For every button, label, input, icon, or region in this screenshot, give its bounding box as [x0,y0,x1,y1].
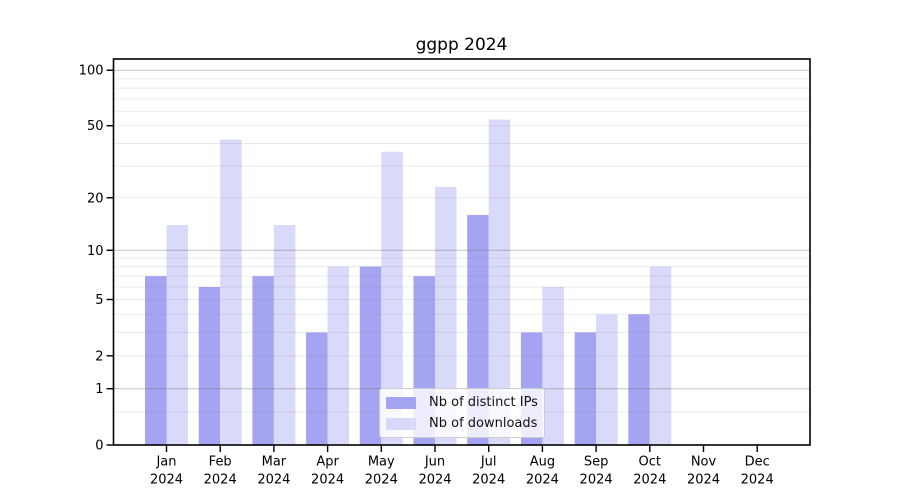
bar-feb-distinct-ips [198,286,221,445]
legend-label-downloads: Nb of downloads [429,416,538,431]
y-tick-label-10: 10 [87,244,104,259]
bar-oct-downloads [649,266,672,445]
bar-apr-downloads [327,266,350,445]
bar-jun-downloads [435,186,457,446]
bar-jul-downloads [488,119,511,445]
x-tick-label-dec: Dec [745,455,770,470]
x-tick-year-apr: 2024 [311,473,344,488]
x-tick-label-jun: Jun [424,455,445,470]
x-tick-label-oct: Oct [639,455,661,470]
y-tick-label-1: 1 [95,382,103,397]
x-tick-label-feb: Feb [209,455,232,470]
bar-may-distinct-ips [359,266,382,445]
bar-mar-distinct-ips [252,276,274,445]
bar-may-downloads [381,151,403,445]
legend-label-distinct-ips: Nb of distinct IPs [429,395,538,410]
bar-mar-downloads [273,225,296,445]
legend-item-distinct-ips: Nb of distinct IPs [386,392,538,413]
y-tick-label-2: 2 [95,349,103,364]
plot-frame [112,58,811,446]
bar-apr-distinct-ips [306,332,328,445]
x-tick-year-mar: 2024 [257,473,290,488]
x-tick-year-jun: 2024 [418,473,451,488]
x-tick-label-sep: Sep [584,455,609,470]
legend: Nb of distinct IPs Nb of downloads [379,388,545,438]
bar-sep-distinct-ips [574,332,597,445]
bar-oct-distinct-ips [628,314,650,445]
bar-sep-downloads [596,314,618,445]
x-tick-year-dec: 2024 [741,473,774,488]
x-tick-year-jan: 2024 [150,473,183,488]
x-tick-label-jul: Jul [480,455,497,470]
x-tick-year-may: 2024 [365,473,398,488]
x-tick-year-sep: 2024 [580,473,613,488]
bar-jul-distinct-ips [467,214,489,445]
x-tick-year-nov: 2024 [687,473,720,488]
x-tick-year-oct: 2024 [633,473,666,488]
bar-aug-downloads [542,286,564,445]
legend-item-downloads: Nb of downloads [386,413,538,434]
x-tick-label-aug: Aug [530,455,555,470]
y-tick-label-100: 100 [79,64,104,79]
x-tick-label-may: May [368,455,395,470]
bar-feb-downloads [220,139,242,445]
y-tick-label-0: 0 [95,439,103,454]
y-tick-label-5: 5 [95,293,103,308]
bar-jan-distinct-ips [145,276,167,445]
downloads-swatch [386,417,416,430]
x-tick-year-jul: 2024 [472,473,505,488]
x-tick-year-aug: 2024 [526,473,559,488]
y-tick-label-20: 20 [87,191,104,206]
chart-title: ggpp 2024 [415,35,508,55]
distinct-ips-swatch [386,396,416,409]
x-tick-label-nov: Nov [691,455,717,470]
x-tick-year-feb: 2024 [204,473,237,488]
x-tick-label-mar: Mar [262,455,287,470]
x-tick-label-apr: Apr [316,455,339,470]
y-tick-label-50: 50 [87,119,104,134]
bar-jan-downloads [166,225,188,445]
x-tick-label-jan: Jan [155,455,176,470]
